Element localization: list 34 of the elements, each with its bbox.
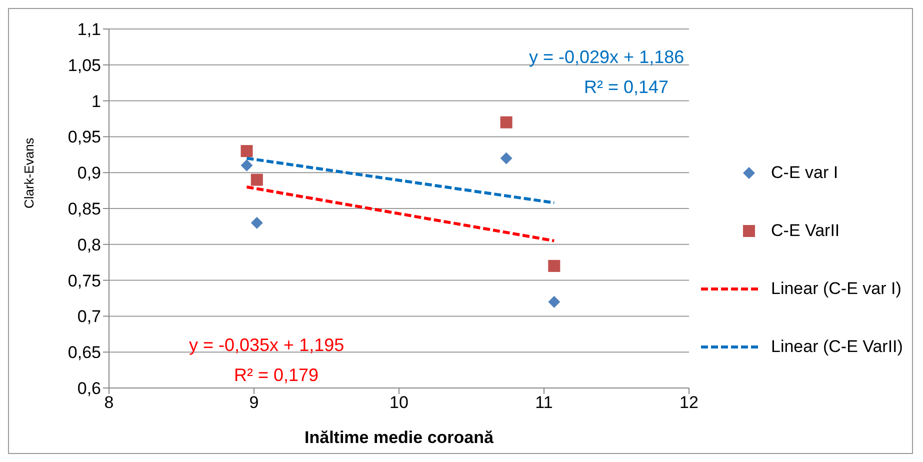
annotation: y = -0,035x + 1,195	[189, 335, 344, 356]
annotation: R² = 0,147	[584, 77, 669, 98]
legend-label: Linear (C-E var I)	[771, 279, 902, 299]
y-tick-label: 0,6	[77, 379, 101, 398]
point	[548, 296, 560, 308]
y-tick-label: 0,9	[77, 164, 101, 183]
legend-label: Linear (C-E VarII)	[771, 337, 903, 357]
y-tick-label: 0,85	[68, 200, 101, 219]
x-axis-title: Inăltime medie coroană	[304, 428, 494, 447]
x-tick-label: 12	[680, 393, 698, 412]
x-tick-label: 9	[249, 393, 259, 412]
legend-label: C-E VarII	[771, 221, 840, 241]
point	[250, 216, 263, 229]
point	[250, 174, 263, 186]
y-tick-label: 0,75	[68, 271, 101, 290]
y-tick-label: 0,7	[77, 307, 101, 326]
point	[500, 116, 512, 128]
x-tick-label: 11	[535, 393, 553, 412]
point	[240, 159, 253, 172]
x-tick-label: 8	[104, 393, 114, 412]
annotation: R² = 0,179	[234, 365, 319, 386]
y-tick-label: 1	[92, 92, 101, 111]
point	[500, 152, 512, 164]
y-axis-title: Clark-Evans	[22, 137, 37, 208]
point	[240, 145, 253, 158]
point	[548, 260, 560, 272]
y-tick-label: 1,1	[77, 20, 101, 40]
legend-label: C-E var I	[771, 163, 838, 183]
y-tick-label: 1,05	[68, 56, 101, 75]
y-tick-label: 0,8	[77, 235, 101, 254]
y-tick-label: 0,65	[68, 343, 101, 362]
x-tick-label: 10	[390, 393, 408, 412]
annotation: y = -0,029x + 1,186	[529, 47, 684, 68]
y-tick-label: 0,95	[68, 128, 101, 147]
